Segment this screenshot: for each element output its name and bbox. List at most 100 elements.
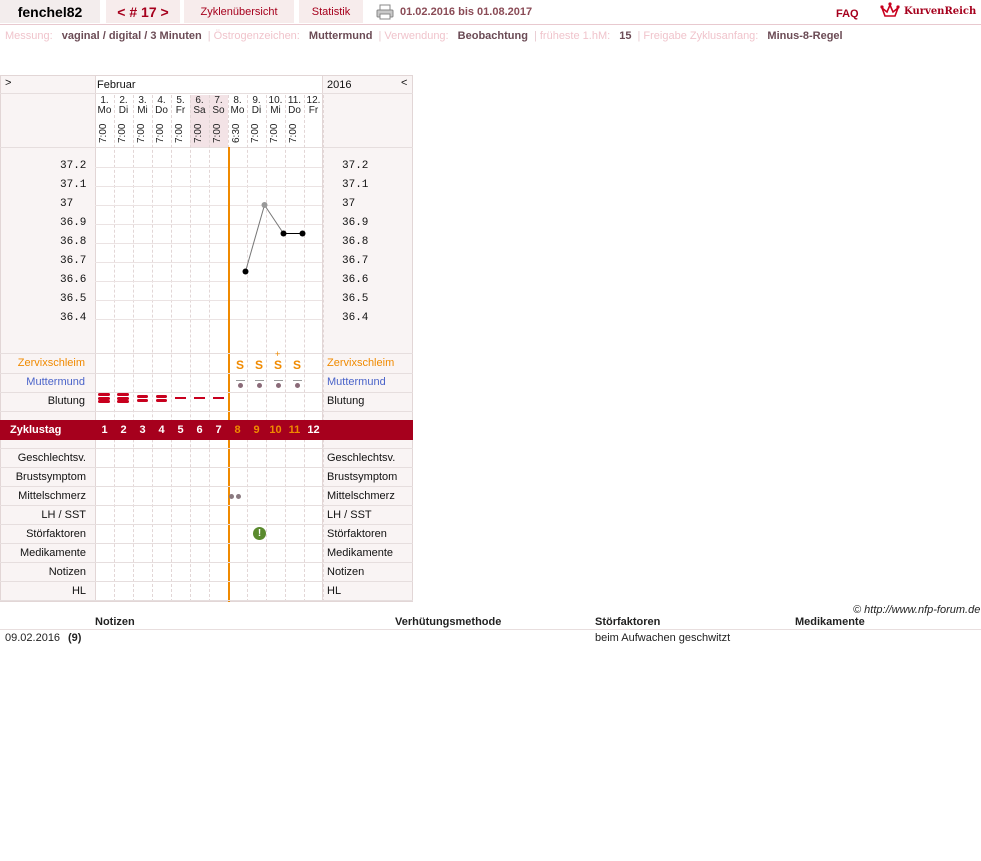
cycle-marker-line	[228, 147, 230, 602]
chart-prev-button[interactable]: <	[401, 77, 408, 89]
kurvenreich-logo[interactable]: KurvenReich	[880, 2, 976, 20]
temp-tick-left: 36.4	[60, 312, 87, 324]
temp-point[interactable]	[280, 230, 287, 237]
note-disturbance: beim Aufwachen geschwitzt	[595, 632, 731, 644]
row-divider	[0, 600, 413, 601]
row-notes-label-right: Notizen	[327, 566, 365, 578]
cycle-day-number: 7	[215, 424, 222, 436]
settings-separator: |	[378, 30, 382, 42]
cycle-day-number: 10	[269, 424, 282, 436]
day-weekday: Fr	[175, 105, 186, 116]
weekend-column	[209, 95, 228, 147]
temp-point[interactable]	[299, 230, 306, 237]
settings-line: Messung: vaginal / digital / 3 Minuten |…	[5, 30, 843, 42]
temp-tick-right: 36.8	[342, 236, 369, 248]
row-breast-label-right: Brustsymptom	[327, 471, 398, 483]
day-weekday: Do	[155, 105, 168, 116]
day-gridline	[152, 95, 153, 602]
day-gridline	[247, 95, 248, 602]
row-divider	[0, 505, 413, 506]
day-number: 4.	[157, 95, 166, 106]
setting-value: 15	[616, 30, 635, 42]
day-number: 12.	[306, 95, 321, 106]
medication-header: Medikamente	[795, 616, 865, 628]
bleeding-mark	[117, 400, 129, 403]
cycle-navigator[interactable]: < # 17 >	[106, 0, 180, 23]
day-gridline	[133, 95, 134, 602]
weekend-column	[190, 95, 209, 147]
row-hl-label-left: HL	[71, 585, 86, 597]
logo-text: KurvenReich	[904, 5, 977, 17]
temp-tick-right: 36.6	[342, 274, 369, 286]
notes-header: Notizen	[95, 616, 135, 628]
setting-key: Freigabe Zyklusanfang:	[643, 30, 759, 42]
row-divider	[0, 486, 413, 487]
printer-icon[interactable]	[376, 4, 394, 20]
temp-point[interactable]	[242, 268, 249, 275]
day-weekday: Mi	[137, 105, 148, 116]
setting-value: Beobachtung	[454, 30, 531, 42]
header-bottom-line	[0, 147, 413, 148]
top-bar: fenchel82 < # 17 > Zyklenübersicht Stati…	[0, 0, 981, 24]
nav-row-line	[0, 93, 413, 94]
day-weekday: Di	[118, 105, 129, 116]
temp-gridline	[95, 186, 322, 187]
temp-gridline	[95, 262, 322, 263]
row-medication-label-right: Medikamente	[327, 547, 394, 559]
temp-tick-right: 37.1	[342, 179, 369, 191]
row-divider	[0, 373, 413, 374]
day-gridline	[171, 95, 172, 602]
day-number: 6.	[195, 95, 204, 106]
row-notes-label-left: Notizen	[48, 566, 86, 578]
day-weekday: Fr	[308, 105, 319, 116]
temp-gridline	[95, 224, 322, 225]
copyright-link[interactable]: © http://www.nfp-forum.de	[853, 604, 981, 616]
temp-point[interactable]	[261, 202, 268, 208]
cycle-day-row	[0, 420, 413, 440]
day-number: 11.	[287, 95, 302, 106]
row-divider	[0, 524, 413, 525]
mucus-mark: S	[293, 358, 302, 372]
temp-tick-left: 37.1	[60, 179, 87, 191]
temp-tick-right: 37	[342, 198, 356, 210]
mucus-mark: S	[255, 358, 264, 372]
row-divider	[0, 543, 413, 544]
row-cervix-label-right: Muttermund	[327, 376, 386, 388]
temp-tick-left: 36.7	[60, 255, 87, 267]
cycle-day-label: Zyklustag	[10, 424, 62, 436]
row-divider	[0, 392, 413, 393]
cycle-overview-link[interactable]: Zyklenübersicht	[184, 0, 294, 23]
day-number: 9.	[252, 95, 261, 106]
temp-tick-left: 36.5	[60, 293, 87, 305]
row-medication-label-left: Medikamente	[19, 547, 86, 559]
faq-link[interactable]: FAQ	[836, 8, 859, 20]
row-midpain-label-left: Mittelschmerz	[18, 490, 86, 502]
note-date: 09.02.2016	[5, 632, 61, 644]
chart-left-panel	[0, 75, 95, 602]
day-weekday: So	[212, 105, 225, 116]
statistics-link[interactable]: Statistik	[299, 0, 363, 23]
midpain-dot	[236, 494, 241, 499]
cycle-day-number: 5	[177, 424, 184, 436]
day-number: 8.	[233, 95, 242, 106]
setting-key: Verwendung:	[384, 30, 449, 42]
temp-gridline	[95, 281, 322, 282]
settings-separator: |	[534, 30, 537, 42]
temp-tick-right: 36.5	[342, 293, 369, 305]
settings-separator: |	[207, 30, 211, 42]
cycle-day-number: 8	[234, 424, 241, 436]
midpain-dot	[229, 494, 234, 499]
day-weekday: Mo	[97, 105, 112, 116]
cervix-dot	[257, 383, 262, 388]
bleeding-mark	[137, 395, 148, 398]
temp-tick-right: 37.2	[342, 160, 369, 172]
bleeding-mark	[194, 397, 205, 399]
bleeding-mark	[98, 396, 110, 400]
disturbance-alert-icon[interactable]: !	[253, 527, 266, 540]
notes-divider	[0, 629, 981, 630]
day-gridline	[114, 95, 115, 602]
row-midpain-label-right: Mittelschmerz	[327, 490, 395, 502]
chart-next-button[interactable]: >	[5, 77, 12, 89]
bleeding-mark	[137, 399, 148, 402]
cycle-day-number: 9	[253, 424, 260, 436]
